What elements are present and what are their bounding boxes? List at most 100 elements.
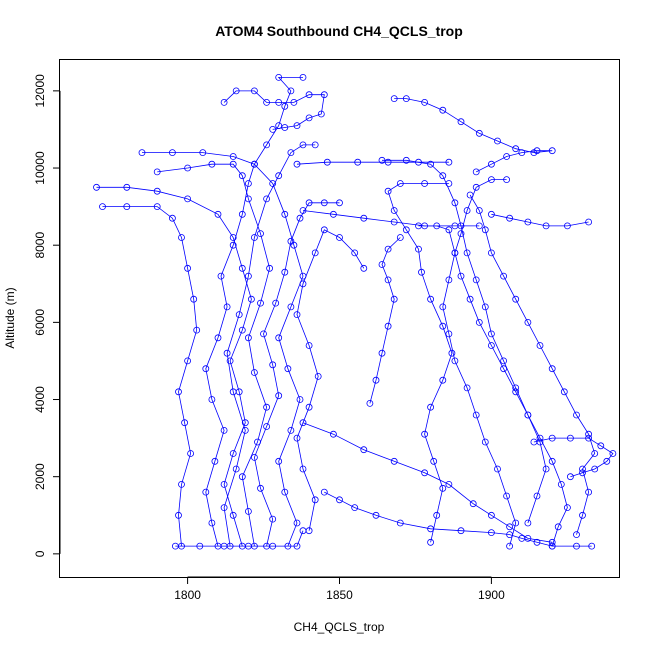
data-point [512, 519, 520, 527]
data-point [421, 430, 429, 438]
series-9 [220, 87, 328, 133]
data-point [466, 295, 474, 303]
y-tick-label: 4000 [33, 386, 47, 413]
data-point [487, 330, 495, 338]
data-point [396, 180, 404, 187]
data-point [557, 480, 565, 488]
data-point [244, 180, 252, 187]
data-point [494, 137, 501, 145]
series-19 [366, 234, 404, 407]
data-point [211, 457, 219, 465]
chart-title: ATOM4 Southbound CH4_QCLS_trop [215, 23, 463, 39]
data-point [232, 87, 240, 95]
data-point [421, 469, 429, 477]
data-point [220, 99, 228, 106]
data-point [214, 334, 222, 342]
data-point [542, 465, 550, 473]
data-point [208, 519, 216, 527]
data-point [472, 411, 480, 419]
data-point [311, 141, 319, 149]
series-18 [487, 210, 592, 230]
data-point [299, 141, 307, 149]
data-point [257, 484, 264, 492]
data-point [293, 122, 301, 129]
series-7 [293, 226, 368, 535]
data-point [372, 511, 380, 519]
data-point [585, 430, 592, 438]
data-point [366, 399, 374, 407]
data-point [320, 91, 328, 99]
data-point [524, 535, 532, 542]
data-point [564, 222, 571, 230]
data-point [238, 172, 246, 180]
data-point [418, 268, 425, 276]
data-point [360, 214, 368, 222]
data-point [193, 326, 201, 334]
data-point [305, 403, 313, 411]
data-point [208, 160, 216, 168]
data-point [263, 99, 271, 106]
data-point [269, 515, 277, 523]
data-point [299, 419, 307, 427]
data-point [445, 330, 453, 338]
series-12 [439, 176, 520, 550]
data-point [533, 538, 541, 546]
data-point [244, 334, 252, 342]
data-point [597, 442, 605, 450]
series-line [102, 206, 198, 547]
series-line [253, 202, 340, 547]
data-point [384, 276, 392, 284]
data-point [445, 276, 453, 284]
data-point [184, 357, 192, 365]
data-point [305, 114, 313, 122]
series-line [296, 229, 365, 531]
data-point [430, 457, 438, 465]
data-point [336, 199, 343, 207]
data-point [171, 542, 179, 550]
data-point [481, 226, 489, 234]
data-point [323, 158, 331, 166]
data-point [445, 158, 453, 166]
data-point [512, 145, 520, 153]
series-5 [99, 203, 201, 550]
data-point [235, 311, 243, 319]
data-point [487, 342, 495, 349]
data-point [390, 95, 398, 102]
series-22 [293, 158, 453, 168]
data-point [439, 322, 447, 330]
data-point [99, 203, 106, 211]
data-point [351, 504, 359, 512]
data-point [184, 264, 192, 272]
data-point [220, 426, 228, 434]
data-point [451, 249, 459, 257]
data-point [466, 191, 474, 199]
x-tick-label: 1800 [174, 588, 201, 602]
data-point [314, 372, 322, 380]
data-point [378, 349, 386, 357]
data-point [229, 234, 237, 241]
data-point [445, 226, 453, 234]
data-point [275, 334, 283, 342]
data-point [178, 234, 185, 241]
data-point [223, 349, 231, 357]
y-tick-label: 2000 [33, 463, 47, 490]
data-point [536, 342, 544, 349]
data-point [457, 272, 465, 280]
data-point [445, 480, 453, 488]
data-point [548, 147, 556, 155]
data-point [123, 203, 131, 211]
x-tick-label: 1850 [326, 588, 353, 602]
data-point [433, 511, 441, 519]
data-point [269, 542, 277, 550]
data-point [475, 129, 483, 137]
data-point [524, 318, 532, 326]
data-point [317, 110, 325, 118]
data-point [244, 542, 252, 550]
data-point [481, 303, 489, 311]
data-point [567, 473, 574, 481]
data-point [524, 411, 532, 419]
data-point [214, 210, 222, 218]
data-point [475, 318, 483, 326]
data-point [451, 357, 459, 365]
